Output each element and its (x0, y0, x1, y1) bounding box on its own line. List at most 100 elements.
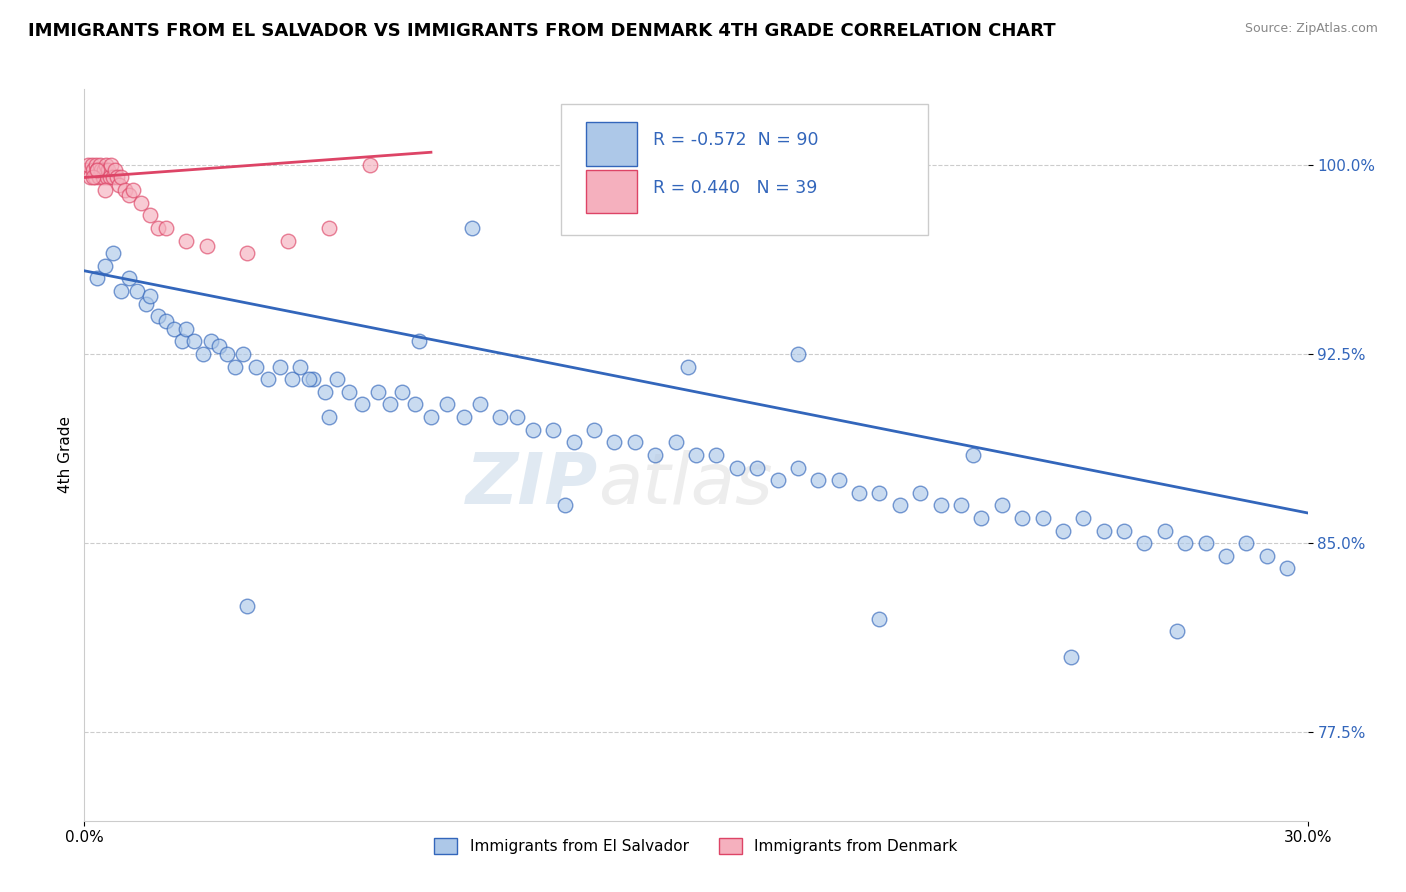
Point (84, 158, 107, 172)
Point (101, 246, 124, 260)
Point (86, 271, 108, 285)
Point (380, 397, 402, 411)
Point (391, 384, 413, 399)
Point (929, 499, 952, 513)
Point (318, 410, 340, 425)
Point (79, 170, 101, 185)
Point (172, 334, 194, 349)
Point (138, 208, 160, 222)
Point (1256, 549, 1278, 563)
Point (408, 334, 430, 349)
Point (706, 448, 728, 462)
Point (80, 158, 103, 172)
Point (200, 334, 222, 349)
Point (257, 372, 280, 386)
Point (104, 162, 127, 177)
Point (848, 485, 870, 500)
Point (163, 322, 186, 336)
Point (118, 188, 141, 202)
FancyBboxPatch shape (586, 170, 637, 213)
Point (86, 162, 108, 177)
Point (436, 397, 458, 411)
Point (108, 178, 131, 192)
Point (489, 410, 512, 425)
Point (146, 309, 169, 323)
Point (93, 162, 115, 177)
Point (191, 347, 214, 361)
Point (110, 284, 132, 298)
Point (83, 170, 105, 185)
Text: ZIP: ZIP (465, 450, 598, 518)
Point (100, 158, 122, 172)
Point (97, 162, 120, 177)
Point (86, 162, 108, 177)
Point (676, 359, 699, 374)
Point (970, 511, 993, 525)
Point (183, 334, 205, 349)
Point (105, 170, 128, 185)
Point (453, 410, 475, 425)
Point (766, 473, 789, 487)
Point (962, 448, 984, 462)
Point (1073, 511, 1095, 525)
Point (644, 448, 666, 462)
Point (87, 170, 110, 185)
Point (146, 221, 169, 235)
Point (1236, 536, 1258, 550)
Point (1060, 649, 1083, 664)
Point (1215, 549, 1237, 563)
Point (75, 162, 97, 177)
Point (505, 410, 527, 425)
Point (1174, 536, 1197, 550)
Point (314, 384, 336, 399)
Point (624, 435, 647, 450)
Point (301, 372, 323, 386)
Point (583, 423, 606, 437)
Point (131, 195, 153, 210)
Point (232, 347, 254, 361)
Point (359, 158, 381, 172)
Point (236, 599, 259, 614)
Point (236, 246, 259, 260)
Point (869, 485, 891, 500)
Point (367, 384, 389, 399)
Point (889, 499, 911, 513)
Point (174, 234, 197, 248)
Y-axis label: 4th Grade: 4th Grade (58, 417, 73, 493)
Point (101, 170, 124, 185)
Point (404, 397, 426, 411)
Text: atlas: atlas (598, 450, 773, 518)
Point (174, 322, 197, 336)
Point (787, 347, 810, 361)
Point (339, 384, 361, 399)
Point (950, 499, 973, 513)
Point (554, 499, 576, 513)
Point (98, 170, 121, 185)
Text: Source: ZipAtlas.com: Source: ZipAtlas.com (1244, 22, 1378, 36)
Point (910, 485, 932, 500)
Point (747, 460, 769, 475)
Point (787, 460, 810, 475)
Text: IMMIGRANTS FROM EL SALVADOR VS IMMIGRANTS FROM DENMARK 4TH GRADE CORRELATION CHA: IMMIGRANTS FROM EL SALVADOR VS IMMIGRANT… (28, 22, 1056, 40)
Point (127, 284, 149, 298)
Point (468, 397, 491, 411)
Point (110, 170, 132, 185)
Text: R = -0.572  N = 90: R = -0.572 N = 90 (654, 131, 818, 149)
Point (1133, 536, 1156, 550)
Point (94, 158, 117, 172)
Point (90, 162, 112, 177)
Point (1092, 524, 1115, 538)
Point (1011, 511, 1033, 525)
Point (603, 435, 626, 450)
Point (298, 372, 321, 386)
Point (138, 289, 160, 303)
Point (665, 435, 688, 450)
Point (93, 183, 115, 197)
Point (1195, 536, 1218, 550)
Point (1032, 511, 1054, 525)
Point (807, 473, 830, 487)
Point (685, 448, 707, 462)
Point (269, 359, 291, 374)
Point (318, 221, 340, 235)
Point (290, 359, 312, 374)
